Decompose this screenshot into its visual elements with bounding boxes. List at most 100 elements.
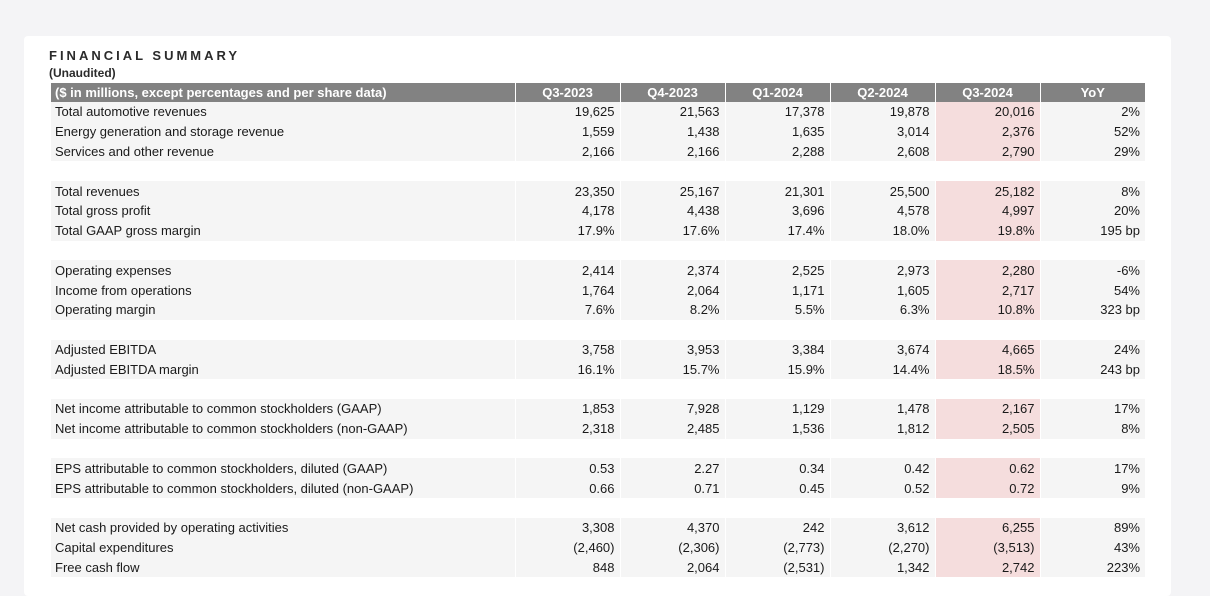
highlight-cell: 2,505 bbox=[935, 418, 1041, 439]
value-cell: 2,064 bbox=[620, 280, 726, 300]
row-label: Total revenues bbox=[51, 181, 516, 201]
value-cell: 0.45 bbox=[725, 478, 831, 498]
value-cell: 2,166 bbox=[515, 141, 621, 162]
highlight-cell: 19.8% bbox=[935, 220, 1041, 241]
value-cell: 2,485 bbox=[620, 418, 726, 439]
table-row: Adjusted EBITDA 3,758 3,953 3,384 3,674 4,665… bbox=[51, 339, 1145, 360]
value-cell: 18.0% bbox=[830, 220, 936, 241]
value-cell: (2,773) bbox=[725, 537, 831, 558]
value-cell: 3,612 bbox=[830, 517, 936, 538]
table-row: Energy generation and storage revenue 1,5… bbox=[51, 121, 1145, 142]
row-label: Net income attributable to common stockh… bbox=[51, 418, 516, 439]
yoy-cell: 43% bbox=[1040, 537, 1145, 558]
highlight-cell: 0.62 bbox=[935, 458, 1041, 479]
value-cell: 1,536 bbox=[725, 418, 831, 439]
value-cell: 0.53 bbox=[515, 458, 621, 479]
yoy-cell: 8% bbox=[1040, 418, 1145, 439]
value-cell: (2,531) bbox=[725, 557, 831, 578]
value-cell: 14.4% bbox=[830, 359, 936, 380]
spacer-row bbox=[51, 438, 1145, 459]
value-cell: 15.9% bbox=[725, 359, 831, 380]
column-header-q3-2024: Q3-2024 bbox=[935, 83, 1041, 102]
value-cell: 25,167 bbox=[620, 181, 726, 201]
highlight-cell: 2,790 bbox=[935, 141, 1041, 162]
page-subtitle: (Unaudited) bbox=[49, 66, 116, 80]
value-cell: 1,478 bbox=[830, 398, 936, 419]
value-cell: 19,625 bbox=[515, 102, 621, 122]
financial-summary-table: ($ in millions, except percentages and p… bbox=[51, 83, 1145, 578]
value-cell: 0.52 bbox=[830, 478, 936, 498]
row-label: Free cash flow bbox=[51, 557, 516, 578]
value-cell: 17,378 bbox=[725, 102, 831, 122]
column-header-yoy: YoY bbox=[1040, 83, 1145, 102]
value-cell: 3,758 bbox=[515, 339, 621, 360]
value-cell: 3,674 bbox=[830, 339, 936, 360]
yoy-cell: 29% bbox=[1040, 141, 1145, 162]
spacer-row bbox=[51, 379, 1145, 399]
value-cell: 4,178 bbox=[515, 200, 621, 221]
table-row: Operating expenses 2,414 2,374 2,525 2,973 2,… bbox=[51, 260, 1145, 281]
highlight-cell: 18.5% bbox=[935, 359, 1041, 380]
row-label: Net cash provided by operating activitie… bbox=[51, 517, 516, 538]
value-cell: 21,301 bbox=[725, 181, 831, 201]
value-cell: 3,308 bbox=[515, 517, 621, 538]
value-cell: 2,064 bbox=[620, 557, 726, 578]
value-cell: 1,764 bbox=[515, 280, 621, 300]
value-cell: 3,696 bbox=[725, 200, 831, 221]
value-cell: 2,288 bbox=[725, 141, 831, 162]
value-cell: 2,973 bbox=[830, 260, 936, 281]
row-label: Capital expenditures bbox=[51, 537, 516, 558]
highlight-cell: 20,016 bbox=[935, 102, 1041, 122]
value-cell: 1,812 bbox=[830, 418, 936, 439]
yoy-cell: 243 bp bbox=[1040, 359, 1145, 380]
row-label: Total gross profit bbox=[51, 200, 516, 221]
spacer-row bbox=[51, 240, 1145, 261]
value-cell: 8.2% bbox=[620, 299, 726, 320]
highlight-cell: 2,717 bbox=[935, 280, 1041, 300]
value-cell: 3,014 bbox=[830, 121, 936, 142]
table-row: EPS attributable to common stockholders,… bbox=[51, 458, 1145, 479]
row-label: Energy generation and storage revenue bbox=[51, 121, 516, 142]
value-cell: 1,635 bbox=[725, 121, 831, 142]
highlight-cell: 2,376 bbox=[935, 121, 1041, 142]
value-cell: (2,460) bbox=[515, 537, 621, 558]
yoy-cell: 89% bbox=[1040, 517, 1145, 538]
yoy-cell: 17% bbox=[1040, 398, 1145, 419]
value-cell: 1,853 bbox=[515, 398, 621, 419]
highlight-cell: 2,742 bbox=[935, 557, 1041, 578]
table-row: Free cash flow 848 2,064 (2,531) 1,342 2,742 2… bbox=[51, 557, 1145, 578]
table-row: Net income attributable to common stockh… bbox=[51, 398, 1145, 419]
yoy-cell: 195 bp bbox=[1040, 220, 1145, 241]
value-cell: 17.9% bbox=[515, 220, 621, 241]
yoy-cell: 2% bbox=[1040, 102, 1145, 122]
value-cell: 0.42 bbox=[830, 458, 936, 479]
table-row: Adjusted EBITDA margin 16.1% 15.7% 15.9% 14.… bbox=[51, 359, 1145, 380]
highlight-cell: (3,513) bbox=[935, 537, 1041, 558]
highlight-cell: 10.8% bbox=[935, 299, 1041, 320]
value-cell: 2,525 bbox=[725, 260, 831, 281]
yoy-cell: 54% bbox=[1040, 280, 1145, 300]
value-cell: 3,953 bbox=[620, 339, 726, 360]
yoy-cell: 52% bbox=[1040, 121, 1145, 142]
column-header-q3-2023: Q3-2023 bbox=[515, 83, 621, 102]
value-cell: 16.1% bbox=[515, 359, 621, 380]
value-cell: 5.5% bbox=[725, 299, 831, 320]
highlight-cell: 0.72 bbox=[935, 478, 1041, 498]
value-cell: 23,350 bbox=[515, 181, 621, 201]
page-title: FINANCIAL SUMMARY bbox=[49, 48, 241, 63]
column-header-q2-2024: Q2-2024 bbox=[830, 83, 936, 102]
column-header-q1-2024: Q1-2024 bbox=[725, 83, 831, 102]
value-cell: 7,928 bbox=[620, 398, 726, 419]
yoy-cell: 9% bbox=[1040, 478, 1145, 498]
value-cell: 7.6% bbox=[515, 299, 621, 320]
value-cell: 25,500 bbox=[830, 181, 936, 201]
value-cell: 4,438 bbox=[620, 200, 726, 221]
value-cell: 17.6% bbox=[620, 220, 726, 241]
row-label: Total automotive revenues bbox=[51, 102, 516, 122]
yoy-cell: -6% bbox=[1040, 260, 1145, 281]
table-row: Services and other revenue 2,166 2,166 2,28… bbox=[51, 141, 1145, 162]
value-cell: 2,166 bbox=[620, 141, 726, 162]
value-cell: 1,605 bbox=[830, 280, 936, 300]
value-cell: 1,129 bbox=[725, 398, 831, 419]
yoy-cell: 8% bbox=[1040, 181, 1145, 201]
